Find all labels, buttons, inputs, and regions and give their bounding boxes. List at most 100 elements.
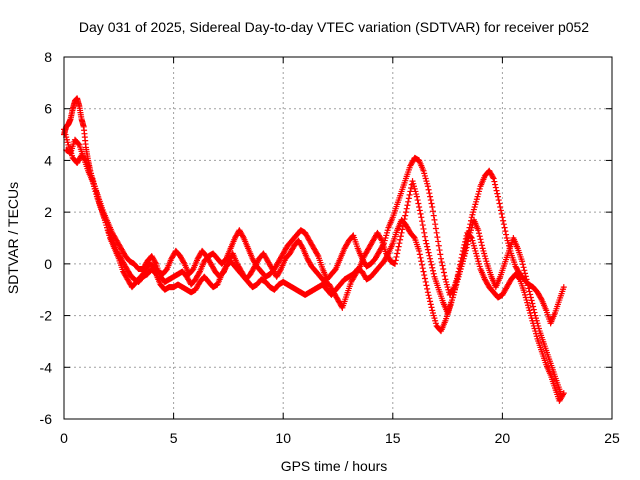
axis-ticks — [63, 56, 613, 420]
data-point — [531, 309, 538, 316]
data-point — [407, 188, 414, 195]
data-point — [527, 291, 534, 298]
data-point — [522, 273, 529, 280]
x-tick-label: 25 — [604, 430, 620, 446]
data-point — [152, 259, 159, 266]
data-point — [427, 255, 434, 262]
data-point — [399, 226, 406, 233]
data-point — [416, 207, 423, 214]
data-point — [428, 261, 435, 268]
grid-lines — [64, 57, 612, 419]
data-point — [416, 251, 423, 258]
data-point — [405, 195, 412, 202]
data-point — [400, 222, 407, 229]
data-point — [560, 284, 567, 291]
data-point — [420, 268, 427, 275]
x-tick-label: 15 — [385, 430, 401, 446]
data-point — [427, 193, 434, 200]
data-point — [180, 259, 187, 266]
data-point — [475, 227, 482, 234]
data-point — [519, 261, 526, 268]
y-tick-label: 8 — [44, 49, 52, 65]
data-point — [492, 184, 499, 191]
data-point — [401, 216, 408, 223]
data-point — [526, 288, 533, 295]
data-point — [520, 264, 527, 271]
data-point — [196, 269, 203, 276]
data-point — [427, 197, 434, 204]
data-point — [413, 193, 420, 200]
data-point — [419, 218, 426, 225]
data-point — [438, 255, 445, 262]
data-point — [558, 392, 565, 399]
data-point — [395, 243, 402, 250]
x-tick-label: 10 — [275, 430, 291, 446]
data-point — [521, 267, 528, 274]
data-point — [391, 260, 398, 267]
data-point — [500, 217, 507, 224]
data-point — [476, 230, 483, 237]
data-point — [418, 214, 425, 221]
data-point — [421, 275, 428, 282]
data-point — [432, 221, 439, 228]
data-point — [421, 272, 428, 279]
data-point — [424, 285, 431, 292]
data-point — [429, 264, 436, 271]
data-point — [392, 257, 399, 264]
data-point — [463, 244, 470, 251]
y-tick-label: -4 — [40, 359, 53, 375]
data-point — [527, 294, 534, 301]
data-point — [440, 269, 447, 276]
series-3 — [63, 136, 565, 399]
data-point — [436, 247, 443, 254]
data-point — [416, 203, 423, 210]
data-point — [478, 242, 485, 249]
data-point — [441, 272, 448, 279]
x-tick-label: 0 — [60, 430, 68, 446]
y-tick-label: 6 — [44, 101, 52, 117]
data-point — [397, 233, 404, 240]
data-point — [299, 244, 306, 251]
x-tick-label: 5 — [170, 430, 178, 446]
data-point — [424, 243, 431, 250]
data-point — [465, 235, 472, 242]
data-point — [426, 252, 433, 259]
data-point — [417, 254, 424, 261]
data-point — [528, 297, 535, 304]
data-point — [429, 203, 436, 210]
data-point — [356, 264, 363, 271]
plot-frame — [63, 56, 613, 420]
data-point — [419, 222, 426, 229]
data-point — [405, 198, 412, 205]
data-point — [438, 259, 445, 266]
y-tick-label: 2 — [44, 204, 52, 220]
data-point — [421, 233, 428, 240]
data-point — [414, 197, 421, 204]
y-tick-label: -2 — [40, 308, 53, 324]
chart-title: Day 031 of 2025, Sidereal Day-to-day VTE… — [79, 19, 589, 35]
data-point — [419, 265, 426, 272]
data-point — [378, 236, 385, 243]
data-point — [434, 234, 441, 241]
data-point — [424, 246, 431, 253]
data-point — [398, 229, 405, 236]
data-point — [420, 225, 427, 232]
y-tick-labels: -6 -4 -2 0 2 4 6 8 — [40, 49, 53, 427]
data-point — [522, 270, 529, 277]
data-point — [489, 174, 496, 181]
data-point — [435, 238, 442, 245]
data-point — [419, 261, 426, 268]
data-point — [277, 267, 284, 274]
data-point — [530, 303, 537, 310]
data-point — [423, 240, 430, 247]
data-point — [502, 228, 509, 235]
data-point — [462, 250, 469, 257]
data-point — [462, 247, 469, 254]
data-point — [501, 224, 508, 231]
data-point — [425, 249, 432, 256]
data-point — [524, 279, 531, 286]
data-point — [423, 282, 430, 289]
data-point — [530, 306, 537, 313]
data-point — [396, 240, 403, 247]
y-axis-label: SDTVAR / TECUs — [5, 182, 21, 294]
